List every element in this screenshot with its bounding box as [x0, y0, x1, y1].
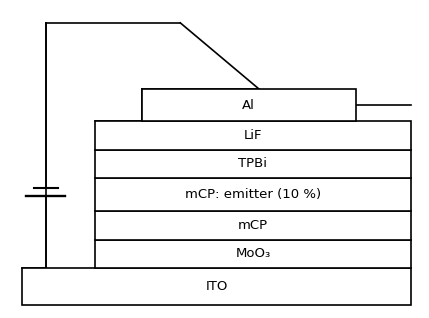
Bar [95, 240, 411, 268]
Text: mCP: emitter (10 %): mCP: emitter (10 %) [185, 188, 321, 201]
Bar [142, 89, 356, 121]
Bar [22, 268, 411, 305]
Text: TPBi: TPBi [239, 157, 268, 170]
Text: Al: Al [242, 99, 255, 112]
Text: LiF: LiF [244, 129, 262, 142]
Bar [95, 211, 411, 240]
Text: mCP: mCP [238, 219, 268, 232]
Text: ITO: ITO [205, 280, 228, 293]
Bar [95, 121, 411, 149]
Text: MoO₃: MoO₃ [236, 247, 271, 260]
Bar [95, 149, 411, 178]
Bar [95, 178, 411, 211]
